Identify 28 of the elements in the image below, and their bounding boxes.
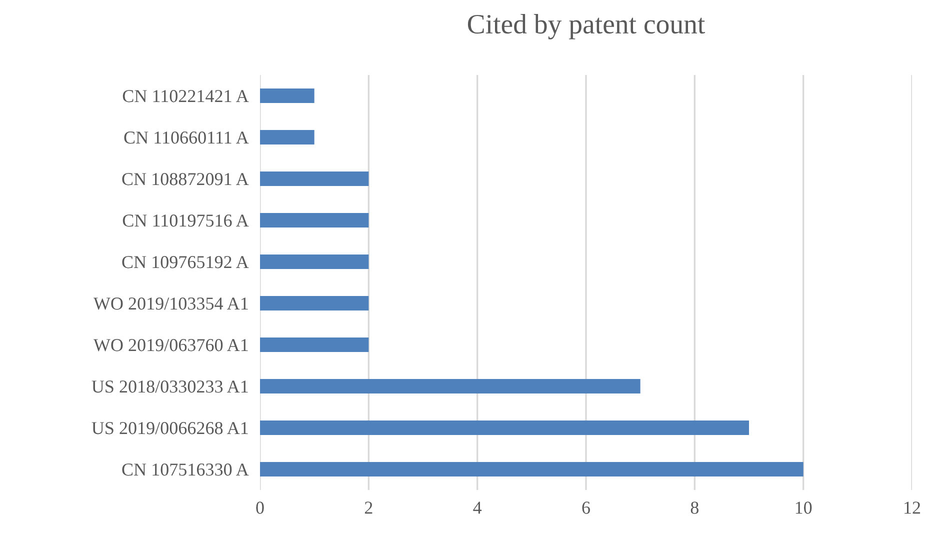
x-tick-label: 8: [690, 502, 698, 514]
x-tick-label: 6: [582, 502, 590, 514]
x-tick-label: 10: [796, 502, 812, 514]
y-tick-label: US 2019/0066268 A1: [92, 422, 248, 434]
y-tick-label: US 2018/0330233 A1: [92, 380, 248, 393]
y-tick-label: CN 110221421 A: [122, 90, 249, 102]
bar: [260, 462, 804, 477]
bar: [260, 88, 314, 104]
y-tick-label: CN 107516330 A: [122, 464, 249, 476]
x-tick-label: 0: [256, 502, 264, 514]
bar: [260, 378, 640, 394]
y-tick-label: CN 108872091 A: [122, 173, 249, 186]
bar: [260, 296, 369, 311]
y-tick-label: CN 110660111 A: [124, 132, 249, 144]
bar: [260, 337, 369, 352]
y-tick-label: CN 110197516 A: [122, 214, 249, 227]
bar: [260, 130, 314, 145]
bar: [260, 254, 369, 270]
bar: [260, 171, 369, 186]
bar: [260, 420, 749, 436]
x-tick-label: 12: [904, 502, 920, 514]
y-tick-label: CN 109765192 A: [122, 256, 249, 268]
y-tick-label: WO 2019/063760 A1: [93, 339, 248, 352]
y-tick-label: WO 2019/103354 A1: [93, 298, 248, 310]
chart-title: Cited by patent count: [468, 14, 706, 40]
x-tick-label: 4: [473, 502, 482, 514]
bar: [260, 212, 369, 228]
x-tick-label: 2: [364, 502, 372, 514]
